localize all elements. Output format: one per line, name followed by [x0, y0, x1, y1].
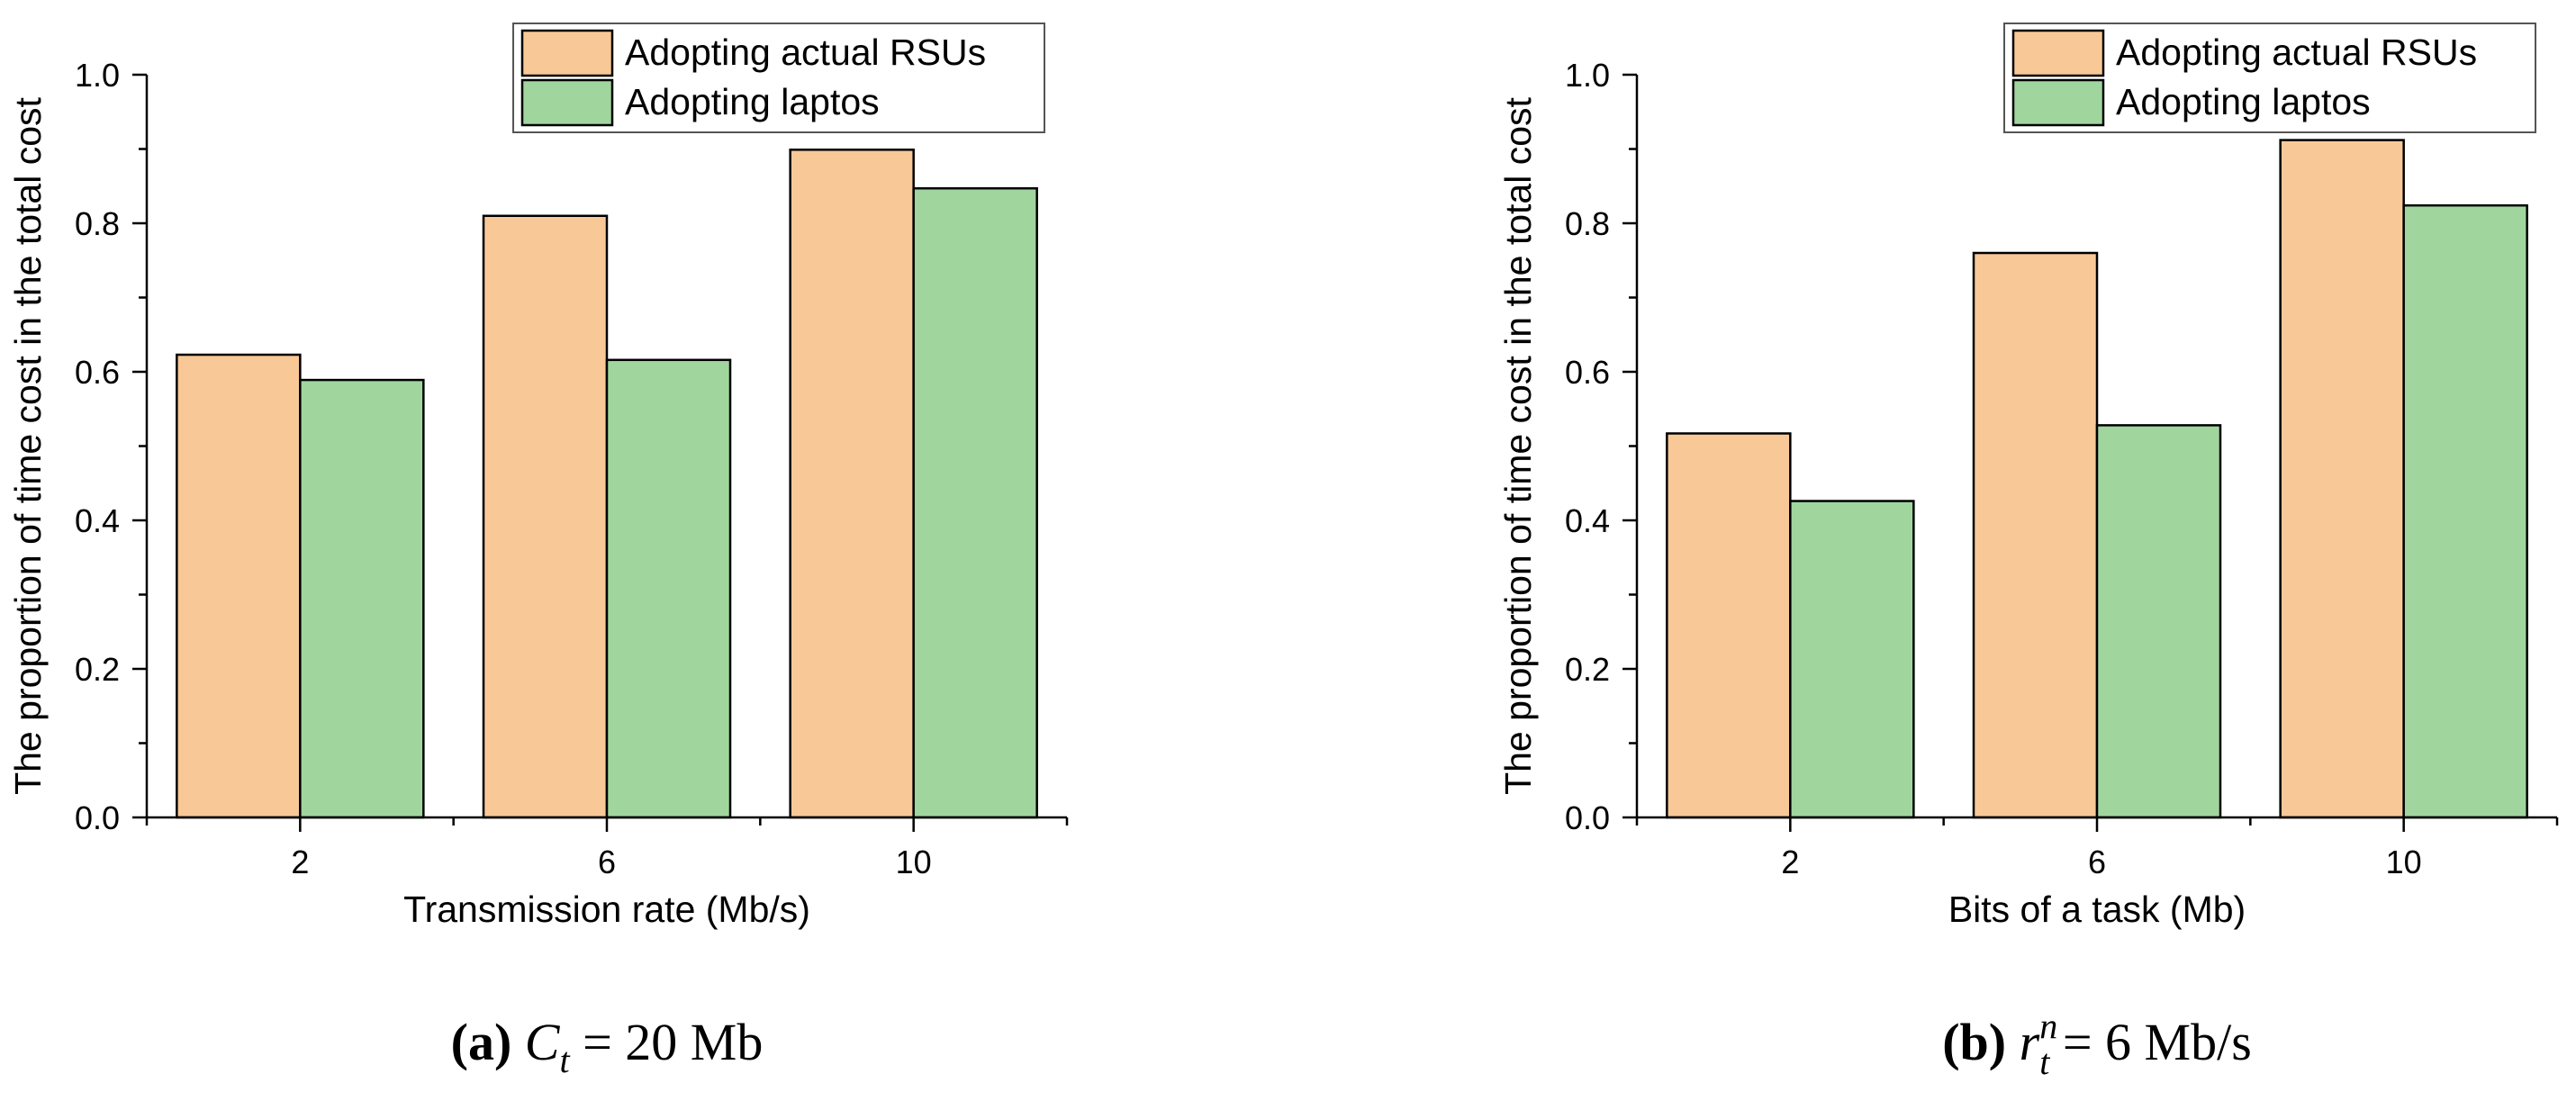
subfigure-caption: (b) rn t = 6 Mb/s — [1942, 1006, 2252, 1082]
x-tick-label: 2 — [1781, 844, 1799, 880]
y-tick-label: 0.6 — [75, 354, 120, 391]
legend-label-1: Adopting actual RSUs — [2116, 32, 2477, 73]
bar-laptos-10 — [2402, 203, 2528, 819]
caption-text: = 20 Mb — [570, 1013, 764, 1071]
bar-actual-rsus-2 — [1666, 432, 1792, 819]
legend-swatch-1 — [520, 29, 614, 77]
x-tick-label: 6 — [598, 844, 616, 880]
y-axis-label: The proportion of time cost in the total… — [7, 96, 49, 794]
bar-laptos-6 — [2095, 424, 2222, 819]
x-tick-label: 10 — [2386, 844, 2422, 880]
y-tick-label: 0.2 — [75, 651, 120, 688]
caption-symbol: r — [2020, 1013, 2040, 1071]
subfigure-caption: (a) Ct = 20 Mb — [451, 1013, 764, 1080]
y-tick-label: 0.2 — [1565, 651, 1610, 688]
y-tick-label: 1.0 — [1565, 57, 1610, 94]
legend: Adopting actual RSUs Adopting laptos — [2003, 23, 2536, 133]
bar-actual-rsus-6 — [1972, 251, 2099, 819]
bar-actual-rsus-10 — [789, 149, 915, 819]
x-tick-label: 2 — [291, 844, 309, 880]
caption-subscript: t — [559, 1040, 570, 1080]
y-tick-label: 0.4 — [1565, 502, 1610, 539]
x-tick-label: 6 — [2088, 844, 2106, 880]
caption-superscript: n — [2039, 1006, 2057, 1046]
caption-label: (a) — [451, 1013, 525, 1071]
y-tick-label: 0.4 — [75, 502, 120, 539]
legend: Adopting actual RSUs Adopting laptos — [512, 23, 1045, 133]
y-tick-label: 0.8 — [75, 205, 120, 242]
legend-label-1: Adopting actual RSUs — [625, 32, 986, 73]
caption-text: = 6 Mb/s — [2049, 1013, 2251, 1071]
legend-swatch-2 — [520, 78, 614, 127]
legend-swatch-1 — [2011, 29, 2105, 77]
y-tick-label: 0.0 — [75, 799, 120, 836]
legend-label-2: Adopting laptos — [2116, 81, 2371, 122]
y-tick-label: 0.6 — [1565, 354, 1610, 391]
y-axis-label: The proportion of time cost in the total… — [1497, 96, 1539, 794]
bar-laptos-10 — [912, 186, 1038, 819]
y-tick-label: 1.0 — [75, 57, 120, 94]
bar-actual-rsus-6 — [482, 214, 609, 819]
x-axis-label: Transmission rate (Mb/s) — [403, 889, 810, 930]
bar-laptos-6 — [605, 358, 732, 819]
bar-actual-rsus-10 — [2279, 139, 2405, 819]
chart-panel-a: 0.0 0.2 0.4 0.6 0.8 1.0 2 6 10 The proportion of … — [7, 23, 1069, 1080]
bar-actual-rsus-2 — [176, 353, 302, 819]
bar-laptos-2 — [299, 378, 425, 819]
y-tick-label: 0.8 — [1565, 205, 1610, 242]
caption-label: (b) — [1942, 1013, 2019, 1071]
x-axis-label: Bits of a task (Mb) — [1948, 889, 2246, 930]
caption-symbol: C — [525, 1013, 561, 1071]
bar-laptos-2 — [1789, 500, 1915, 819]
legend-label-2: Adopting laptos — [625, 81, 880, 122]
x-tick-label: 10 — [896, 844, 932, 880]
caption-subscript: t — [2039, 1042, 2050, 1082]
y-tick-label: 0.0 — [1565, 799, 1610, 836]
chart-panel-b: 0.0 0.2 0.4 0.6 0.8 1.0 2 6 10 The proportion of … — [1497, 23, 2559, 1082]
legend-swatch-2 — [2011, 78, 2105, 127]
